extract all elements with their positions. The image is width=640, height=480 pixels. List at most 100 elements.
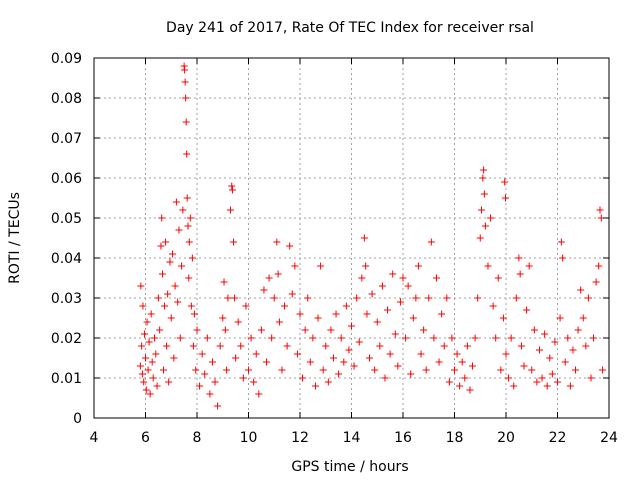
data-point xyxy=(412,294,420,302)
data-point xyxy=(389,270,397,278)
data-point xyxy=(494,274,502,282)
data-point xyxy=(196,382,204,390)
data-point xyxy=(384,306,392,314)
grid xyxy=(94,58,609,418)
data-point xyxy=(548,370,556,378)
data-point xyxy=(156,326,164,334)
data-point xyxy=(182,94,190,102)
data-point xyxy=(158,270,166,278)
data-point xyxy=(366,354,374,362)
data-point xyxy=(208,358,216,366)
data-point xyxy=(283,342,291,350)
data-point xyxy=(145,338,153,346)
y-axis-label: ROTI / TECUs xyxy=(7,192,23,284)
data-point xyxy=(445,378,453,386)
data-point xyxy=(480,166,488,174)
data-point xyxy=(579,314,587,322)
data-point xyxy=(152,350,160,358)
data-point xyxy=(599,366,607,374)
data-point xyxy=(223,366,231,374)
data-point xyxy=(520,362,528,370)
data-point xyxy=(158,214,166,222)
data-point xyxy=(512,294,520,302)
data-point xyxy=(179,206,187,214)
data-point xyxy=(371,366,379,374)
y-tick-label: 0 xyxy=(73,411,82,427)
data-point xyxy=(160,366,168,374)
data-point xyxy=(144,366,152,374)
data-point xyxy=(228,182,236,190)
data-point xyxy=(510,382,518,390)
data-point xyxy=(381,374,389,382)
data-point xyxy=(402,334,410,342)
data-point xyxy=(471,334,479,342)
data-point xyxy=(229,186,237,194)
data-point xyxy=(559,254,567,262)
data-point xyxy=(572,366,580,374)
data-point xyxy=(139,302,147,310)
data-point xyxy=(451,366,458,374)
data-point xyxy=(543,382,551,390)
data-point xyxy=(417,350,425,358)
data-point xyxy=(306,358,314,366)
data-point xyxy=(265,274,273,282)
data-point xyxy=(273,238,281,246)
data-point xyxy=(342,302,350,310)
data-point xyxy=(319,366,327,374)
data-point xyxy=(161,302,169,310)
data-point xyxy=(220,278,228,286)
data-point xyxy=(546,354,554,362)
x-axis-label: GPS time / hours xyxy=(291,459,408,475)
data-point xyxy=(232,354,240,362)
x-tick-label: 18 xyxy=(446,430,464,446)
data-point xyxy=(595,262,603,270)
data-point xyxy=(440,342,448,350)
data-point xyxy=(592,278,600,286)
data-point xyxy=(556,314,564,322)
data-point xyxy=(293,350,301,358)
data-point xyxy=(391,330,399,338)
data-point xyxy=(501,178,509,186)
data-point xyxy=(327,326,335,334)
data-point xyxy=(226,206,234,214)
data-point xyxy=(557,238,565,246)
data-point xyxy=(178,262,186,270)
data-point xyxy=(584,294,592,302)
chart-title: Day 241 of 2017, Rate Of TEC Index for r… xyxy=(166,20,534,36)
data-point xyxy=(296,310,304,318)
data-point xyxy=(461,374,469,382)
data-point xyxy=(501,194,509,202)
data-point xyxy=(561,358,569,366)
data-point xyxy=(185,274,193,282)
data-point xyxy=(278,366,286,374)
data-point xyxy=(345,346,353,354)
data-point xyxy=(167,314,175,322)
data-point xyxy=(329,354,337,362)
data-point xyxy=(184,222,192,230)
data-point xyxy=(368,290,376,298)
data-point xyxy=(137,282,145,290)
x-tick-label: 10 xyxy=(240,430,258,446)
data-point xyxy=(502,350,510,358)
data-point xyxy=(337,334,345,342)
data-point xyxy=(430,334,438,342)
data-point xyxy=(181,78,189,86)
data-point xyxy=(180,62,188,70)
y-tick-label: 0.02 xyxy=(51,331,82,347)
data-point xyxy=(350,362,358,370)
data-point xyxy=(340,358,348,366)
x-tick-label: 24 xyxy=(600,430,618,446)
data-point xyxy=(214,402,222,410)
data-point xyxy=(499,314,507,322)
data-point xyxy=(407,370,415,378)
data-point xyxy=(566,382,574,390)
data-point xyxy=(286,242,294,250)
data-point xyxy=(517,342,525,350)
data-points xyxy=(136,62,607,410)
data-point xyxy=(148,358,156,366)
data-point xyxy=(317,262,325,270)
data-point xyxy=(507,334,515,342)
data-point xyxy=(438,310,446,318)
data-point xyxy=(311,382,319,390)
data-point xyxy=(516,270,524,278)
